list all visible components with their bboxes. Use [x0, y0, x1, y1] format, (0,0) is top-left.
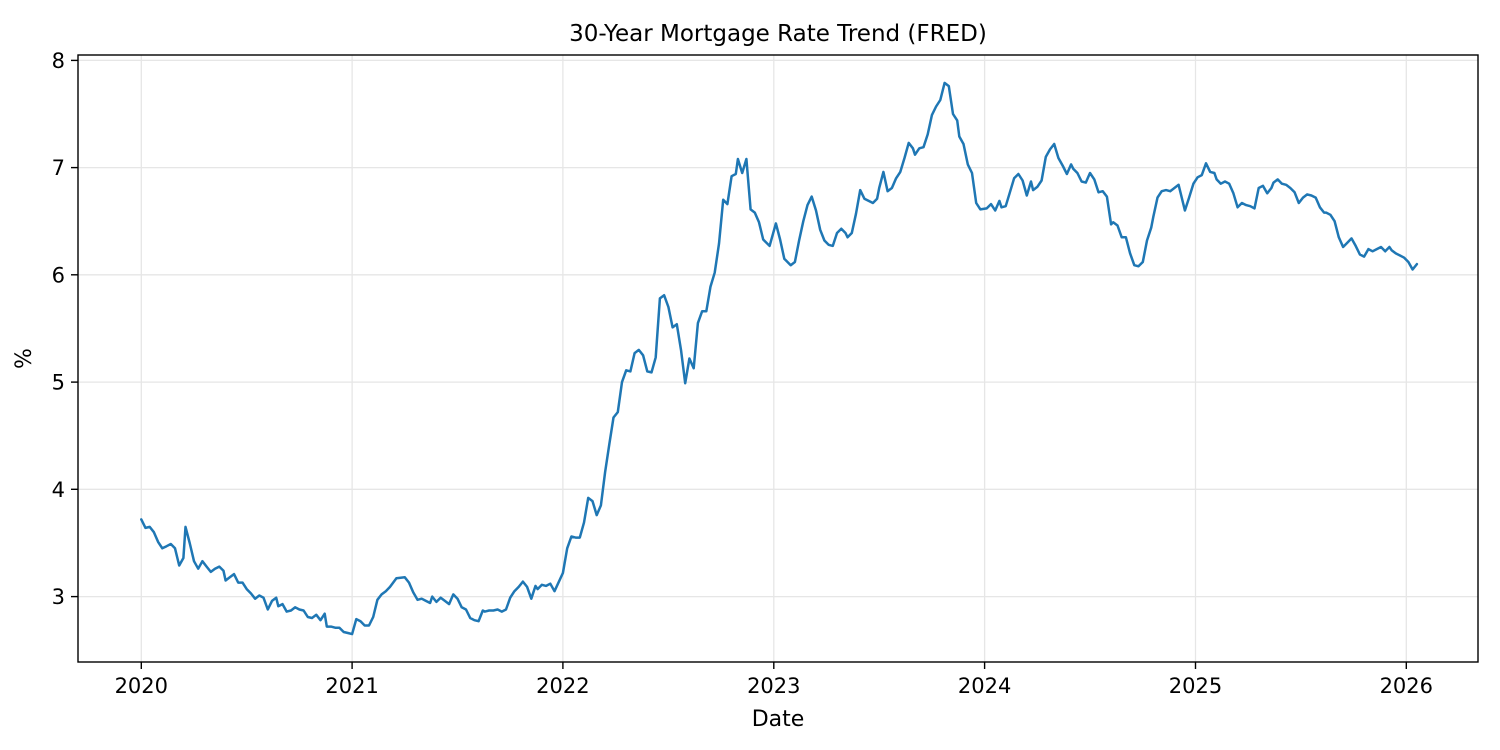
y-tick-label: 5 [52, 371, 65, 395]
y-tick-label: 4 [52, 478, 65, 502]
x-tick-label: 2020 [115, 674, 168, 698]
rate-line-series [140, 81, 1419, 636]
axis-ticks: 2020 2021 2022 2023 2024 2025 2026 3 4 5 6 7 8 [52, 49, 1433, 698]
x-axis-label: Date [752, 707, 805, 732]
x-tick-label: 2022 [536, 674, 589, 698]
y-tick-label: 8 [52, 49, 65, 73]
gridlines [78, 55, 1478, 662]
chart-title: 30-Year Mortgage Rate Trend (FRED) [569, 21, 987, 47]
x-tick-label: 2026 [1380, 674, 1433, 698]
x-tick-label: 2025 [1169, 674, 1222, 698]
y-tick-label: 7 [52, 156, 65, 180]
y-tick-label: 6 [52, 263, 65, 287]
x-tick-label: 2021 [325, 674, 378, 698]
y-axis-label: % [12, 348, 37, 369]
y-tick-label: 3 [52, 585, 65, 609]
plot-border [77, 54, 1479, 663]
x-tick-label: 2023 [747, 674, 800, 698]
x-tick-label: 2024 [958, 674, 1011, 698]
